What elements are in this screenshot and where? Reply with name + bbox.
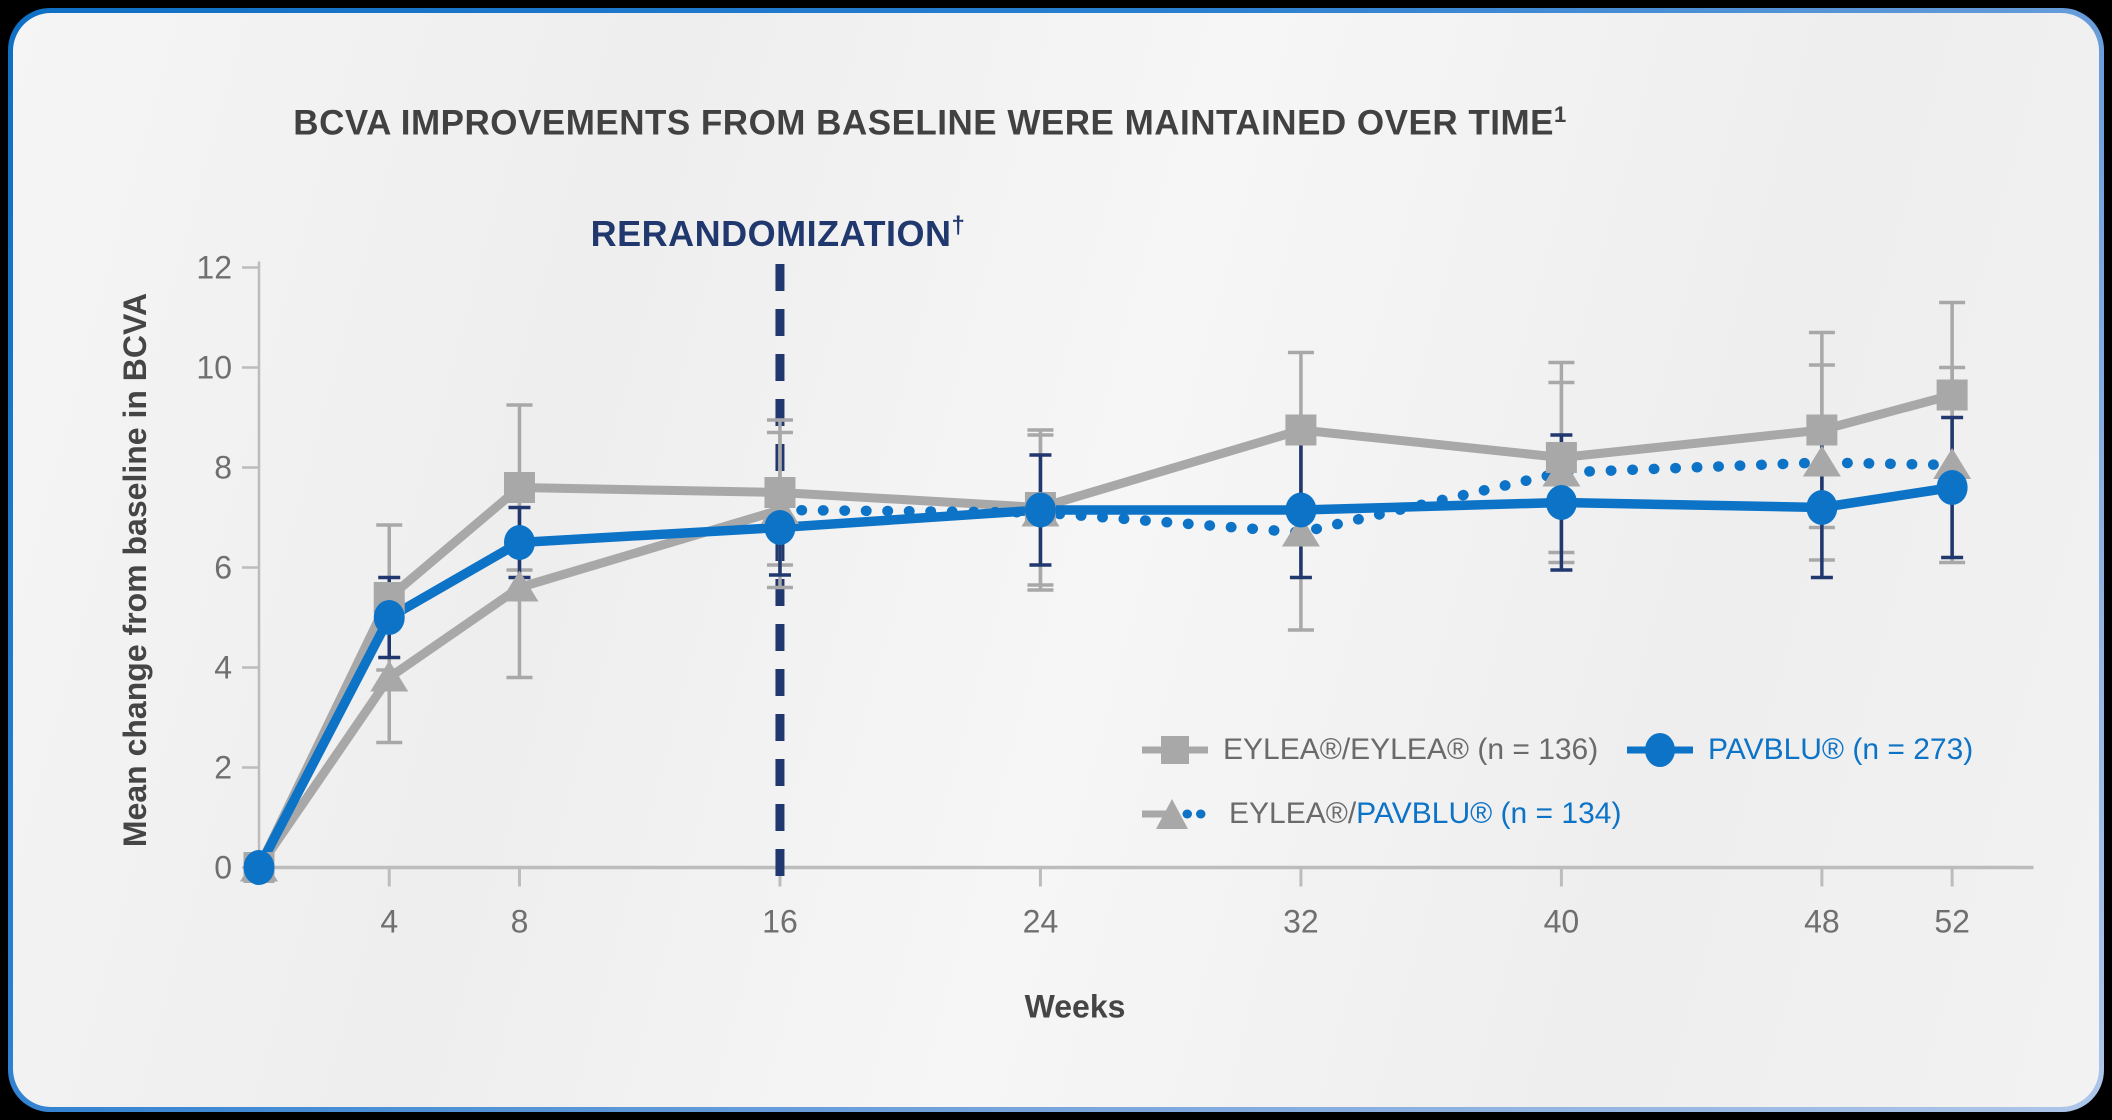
eylea-eylea-point-w32 [1285, 414, 1317, 446]
pavblu-point-w52 [1936, 470, 1968, 505]
y-tick-label: 12 [196, 250, 232, 286]
pavblu-point-w40 [1545, 485, 1577, 520]
pavblu-point-w48 [1806, 490, 1838, 525]
y-tick-label: 8 [214, 450, 232, 486]
chart-title-superscript: 1 [1553, 102, 1567, 127]
eylea-eylea-point-w8 [503, 472, 535, 503]
pavblu-point-w0 [243, 850, 275, 885]
pavblu-point-w24 [1024, 492, 1056, 528]
eylea-pavblu-point-w4 [370, 660, 409, 692]
pavblu-point-w4 [373, 600, 405, 635]
legend-item-eylea-eylea: EYLEA®/EYLEA® (n = 136) [1140, 728, 1598, 772]
card-background [13, 13, 2099, 1107]
legend-marker-square-icon [1142, 736, 1208, 764]
legend-label-eylea-eylea: EYLEA®/EYLEA® (n = 136) [1223, 733, 1599, 766]
x-tick-label: 8 [511, 904, 529, 940]
eylea-pavblu-point-w48 [1802, 445, 1841, 477]
legend-label-eylea-pavblu-main: PAVBLU® (n = 134) [1356, 797, 1622, 830]
y-tick-label: 2 [214, 750, 232, 786]
x-tick-label: 24 [1023, 904, 1059, 940]
legend-marker-triangle-dotted-icon [1142, 799, 1216, 829]
x-tick-label: 32 [1283, 904, 1319, 940]
rerandomization-label: RERANDOMIZATION† [591, 212, 966, 255]
eylea-pavblu-solid-line [255, 505, 782, 871]
legend-label-eylea-pavblu-prefix: EYLEA®/ [1229, 797, 1357, 830]
eylea-pavblu-point-w40 [1542, 455, 1581, 487]
eylea-pavblu-dotted-line [774, 457, 1958, 538]
eylea-eylea-point-w52 [1936, 379, 1968, 411]
y-tick-label: 4 [214, 650, 232, 686]
x-axis-title: Weeks [1025, 989, 1126, 1025]
x-tick-label: 40 [1544, 904, 1580, 940]
x-tick-label: 16 [762, 904, 798, 940]
eylea-pavblu-point-w52 [1933, 448, 1972, 479]
chart-title-text: BCVA IMPROVEMENTS FROM BASELINE WERE MAI… [293, 103, 1554, 143]
chart-title: BCVA IMPROVEMENTS FROM BASELINE WERE MAI… [293, 102, 1566, 144]
legend-label-pavblu: PAVBLU® (n = 273) [1708, 733, 1974, 766]
y-tick-label: 0 [214, 850, 232, 886]
rerandomization-dagger: † [951, 212, 966, 239]
pavblu-point-w32 [1285, 492, 1317, 528]
legend-item-eylea-pavblu: EYLEA®/PAVBLU® (n = 134) [1140, 792, 1621, 836]
legend-marker-circle-icon [1627, 733, 1693, 767]
eylea-eylea-point-w48 [1806, 414, 1838, 446]
eylea-pavblu-point-w32 [1281, 515, 1320, 547]
x-tick-label: 52 [1934, 904, 1970, 940]
card-border [8, 8, 2104, 1112]
y-axis-title: Mean change from baseline in BCVA [117, 293, 153, 847]
rerandomization-text: RERANDOMIZATION [590, 213, 952, 254]
pavblu-point-w8 [503, 525, 535, 560]
y-tick-label: 10 [196, 350, 232, 386]
eylea-pavblu-point-w8 [500, 570, 539, 602]
x-tick-label: 4 [380, 904, 398, 940]
legend-item-pavblu: PAVBLU® (n = 273) [1625, 728, 1973, 772]
x-tick-label: 48 [1804, 904, 1840, 940]
y-tick-label: 6 [214, 550, 232, 586]
pavblu-point-w16 [764, 510, 796, 545]
